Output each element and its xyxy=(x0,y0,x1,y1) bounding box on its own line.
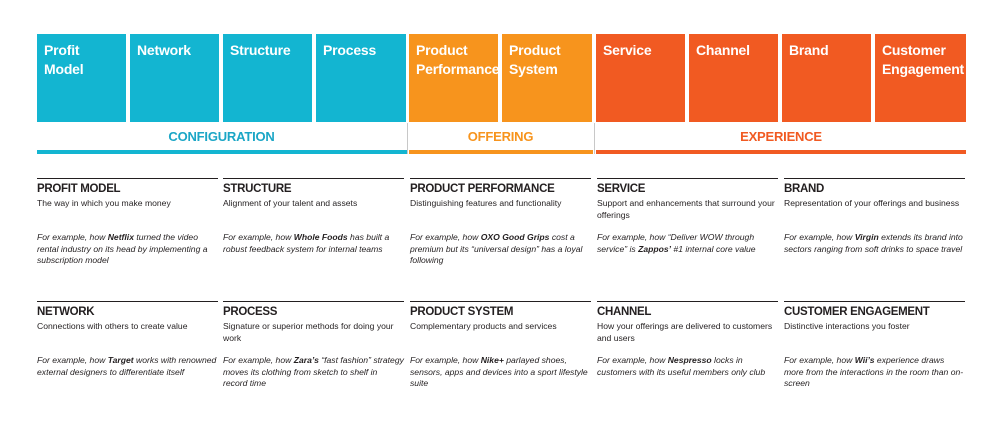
tile-label: Brand xyxy=(789,42,829,58)
group-bar-configuration xyxy=(37,150,407,154)
cell-structure: STRUCTURE Alignment of your talent and a… xyxy=(223,178,404,255)
cell-title: PROFIT MODEL xyxy=(37,183,121,195)
group-label-offering: OFFERING xyxy=(467,129,534,144)
tile-label: Service xyxy=(603,42,652,58)
cell-example: For example, how Nike+ parlayed shoes, s… xyxy=(410,355,588,388)
cell-divider xyxy=(597,301,778,302)
tile-label: Channel xyxy=(696,42,750,58)
cell-title: PROCESS xyxy=(223,306,278,318)
innovation-types-header: Profit Model Network Structure Process P… xyxy=(0,0,998,160)
example-company: Zara’s xyxy=(293,355,319,365)
cell-example: For example, how Virgin extends its bran… xyxy=(784,232,963,254)
cell-brand: BRAND Representation of your offerings a… xyxy=(784,178,965,255)
cell-product-system: PRODUCT SYSTEM Complementary products an… xyxy=(410,301,591,390)
cell-title: NETWORK xyxy=(37,306,95,318)
cell-channel: CHANNEL How your offerings are delivered… xyxy=(597,301,778,378)
cell-divider xyxy=(597,178,778,179)
tile-channel: Channel xyxy=(689,34,778,122)
example-company: Nike+ xyxy=(480,355,504,365)
cell-description: Alignment of your talent and assets xyxy=(223,198,358,208)
tile-customer-engagement: Customer Engagement xyxy=(875,34,966,122)
cell-divider xyxy=(410,178,591,179)
cell-divider xyxy=(37,301,218,302)
cell-title: CUSTOMER ENGAGEMENT xyxy=(784,306,930,318)
cell-example: For example, how Netflix turned the vide… xyxy=(37,232,208,265)
example-company: Netflix xyxy=(107,232,134,242)
tile-label: Product Performance xyxy=(416,42,500,77)
cell-divider xyxy=(223,301,404,302)
cell-description: The way in which you make money xyxy=(37,198,171,208)
group-bar-offering xyxy=(409,150,593,154)
example-company: Whole Foods xyxy=(293,232,348,242)
tile-label: Process xyxy=(323,42,377,58)
cell-description: Representation of your offerings and bus… xyxy=(784,198,960,208)
cell-title: BRAND xyxy=(784,183,825,195)
cell-profit-model: PROFIT MODEL The way in which you make m… xyxy=(37,178,218,267)
cell-example: For example, how Nespresso locks in cust… xyxy=(597,355,766,377)
group-label-configuration: CONFIGURATION xyxy=(168,129,275,144)
group-label-experience: EXPERIENCE xyxy=(740,129,822,144)
cell-title: STRUCTURE xyxy=(223,183,292,195)
tile-label: Customer Engagement xyxy=(882,42,965,77)
group-bar-experience xyxy=(596,150,966,154)
tile-label: Network xyxy=(137,42,191,58)
cell-title: CHANNEL xyxy=(597,306,652,318)
cell-description: Distinctive interactions you foster xyxy=(784,321,910,331)
group-divider xyxy=(407,123,408,154)
cell-description: Support and enhancements that surround y… xyxy=(597,198,775,220)
tile-label: Structure xyxy=(230,42,291,58)
example-company: Virgin xyxy=(854,232,879,242)
cell-description: Complementary products and services xyxy=(410,321,557,331)
cell-product-performance: PRODUCT PERFORMANCE Distinguishing featu… xyxy=(410,178,591,267)
cell-description: Connections with others to create value xyxy=(37,321,188,331)
cell-divider xyxy=(410,301,591,302)
cell-title: PRODUCT SYSTEM xyxy=(410,306,514,318)
tile-label: Product System xyxy=(509,42,561,77)
tile-label: Profit Model xyxy=(44,42,84,77)
cell-description: Distinguishing features and functionalit… xyxy=(410,198,562,208)
cell-service: SERVICE Support and enhancements that su… xyxy=(597,178,778,255)
cell-example: For example, how OXO Good Grips cost a p… xyxy=(410,232,583,265)
cell-divider xyxy=(37,178,218,179)
tile-brand: Brand xyxy=(782,34,871,122)
cell-customer-engagement: CUSTOMER ENGAGEMENT Distinctive interact… xyxy=(784,301,965,390)
tile-process: Process xyxy=(316,34,406,122)
tile-network: Network xyxy=(130,34,219,122)
cell-example: For example, how Target works with renow… xyxy=(37,355,217,377)
cell-divider xyxy=(784,178,965,179)
cell-title: SERVICE xyxy=(597,183,646,195)
tile-profit-model: Profit Model xyxy=(37,34,126,122)
example-company: Nespresso xyxy=(667,355,712,365)
cell-example: For example, how Zara’s “fast fashion” s… xyxy=(223,355,404,388)
tile-service: Service xyxy=(596,34,685,122)
cell-example: For example, how Wii’s experience draws … xyxy=(784,355,964,388)
cell-example: For example, how Whole Foods has built a… xyxy=(223,232,390,254)
cell-process: PROCESS Signature or superior methods fo… xyxy=(223,301,404,390)
tile-product-system: Product System xyxy=(502,34,592,122)
tile-product-performance: Product Performance xyxy=(409,34,500,122)
example-company: Zappos’ xyxy=(638,243,672,254)
cell-divider xyxy=(784,301,965,302)
group-divider xyxy=(594,123,595,154)
example-company: Target xyxy=(107,355,134,365)
tile-structure: Structure xyxy=(223,34,312,122)
cell-example: For example, how “Deliver WOW through se… xyxy=(597,232,756,254)
cell-divider xyxy=(223,178,404,179)
example-company: Wii’s xyxy=(854,355,875,365)
cell-description: How your offerings are delivered to cust… xyxy=(597,321,773,343)
cell-network: NETWORK Connections with others to creat… xyxy=(37,301,218,378)
example-company: OXO Good Grips xyxy=(480,232,550,242)
cell-description: Signature or superior methods for doing … xyxy=(223,321,394,343)
cell-title: PRODUCT PERFORMANCE xyxy=(410,183,555,195)
